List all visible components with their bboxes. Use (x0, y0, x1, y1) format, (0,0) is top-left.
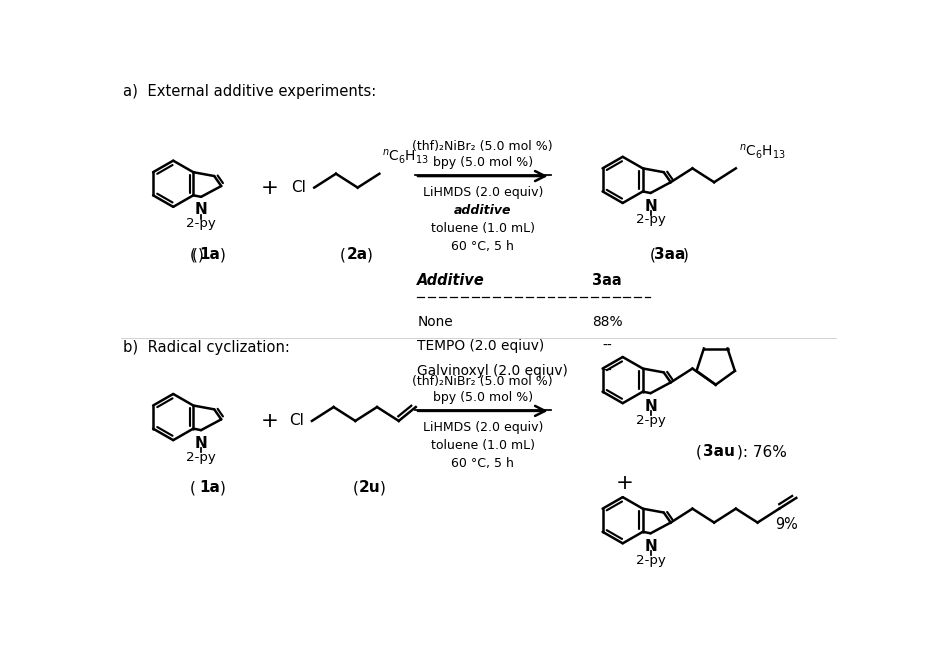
Text: N: N (644, 399, 657, 414)
Text: (thf)₂NiBr₂ (5.0 mol %): (thf)₂NiBr₂ (5.0 mol %) (412, 140, 553, 154)
Text: N: N (195, 202, 207, 217)
Text: 88%: 88% (592, 315, 622, 329)
Text: ): ) (220, 247, 226, 262)
Text: 3aa: 3aa (592, 273, 622, 287)
Text: N: N (195, 436, 207, 451)
Text: toluene (1.0 mL): toluene (1.0 mL) (431, 439, 535, 452)
Text: 2-py: 2-py (635, 554, 665, 567)
Text: N: N (644, 539, 657, 554)
Text: 2-py: 2-py (187, 451, 216, 464)
Text: ): ) (683, 247, 689, 262)
Text: +: + (261, 411, 279, 431)
Text: LiHMDS (2.0 equiv): LiHMDS (2.0 equiv) (423, 422, 543, 434)
Text: (: ( (189, 480, 196, 495)
Text: (: ( (696, 444, 702, 460)
Text: b)  Radical cyclization:: b) Radical cyclization: (123, 340, 290, 355)
Text: (: ( (192, 247, 198, 262)
Text: (: ( (189, 247, 196, 262)
Text: Cl: Cl (291, 180, 306, 195)
Text: ): ) (198, 247, 204, 262)
Text: a)  External additive experiments:: a) External additive experiments: (123, 84, 376, 99)
Text: (thf)₂NiBr₂ (5.0 mol %): (thf)₂NiBr₂ (5.0 mol %) (412, 375, 553, 388)
Text: Galvinoxyl (2.0 eqiuv): Galvinoxyl (2.0 eqiuv) (417, 364, 568, 378)
Text: (: ( (353, 480, 358, 495)
Text: 60 °C, 5 h: 60 °C, 5 h (452, 239, 514, 253)
Text: 2u: 2u (359, 480, 381, 495)
Text: Cl: Cl (288, 414, 303, 428)
Text: LiHMDS (2.0 equiv): LiHMDS (2.0 equiv) (423, 186, 543, 200)
Text: 3au: 3au (703, 444, 735, 460)
Text: $^n$C$_6$H$_{13}$: $^n$C$_6$H$_{13}$ (383, 148, 429, 166)
Text: ): ) (367, 247, 373, 262)
Text: (: ( (649, 247, 655, 262)
Text: Additive: Additive (417, 273, 485, 287)
Text: 1a: 1a (199, 480, 220, 495)
Text: 2-py: 2-py (635, 213, 665, 227)
Text: bpy (5.0 mol %): bpy (5.0 mol %) (433, 390, 533, 404)
Text: 60 °C, 5 h: 60 °C, 5 h (452, 457, 514, 469)
Text: toluene (1.0 mL): toluene (1.0 mL) (431, 222, 535, 235)
Text: $^n$C$_6$H$_{13}$: $^n$C$_6$H$_{13}$ (739, 142, 786, 161)
Text: 1a: 1a (199, 247, 220, 262)
Text: None: None (417, 315, 453, 329)
Text: N: N (644, 199, 657, 213)
Text: --: -- (603, 364, 612, 378)
Text: 2a: 2a (346, 247, 368, 262)
Text: --: -- (603, 339, 612, 353)
Text: 2-py: 2-py (635, 414, 665, 427)
Text: +: + (261, 178, 279, 198)
Text: ): ) (220, 480, 226, 495)
Text: ): ) (381, 480, 386, 495)
Text: additive: additive (454, 204, 511, 217)
Text: +: + (615, 473, 634, 493)
Text: (: ( (340, 247, 345, 262)
Text: TEMPO (2.0 eqiuv): TEMPO (2.0 eqiuv) (417, 339, 545, 353)
Text: 2-py: 2-py (187, 217, 216, 230)
Text: ): 76%: ): 76% (737, 444, 787, 460)
Text: bpy (5.0 mol %): bpy (5.0 mol %) (433, 156, 533, 169)
Text: 3aa: 3aa (653, 247, 685, 262)
Text: 9%: 9% (775, 517, 798, 531)
